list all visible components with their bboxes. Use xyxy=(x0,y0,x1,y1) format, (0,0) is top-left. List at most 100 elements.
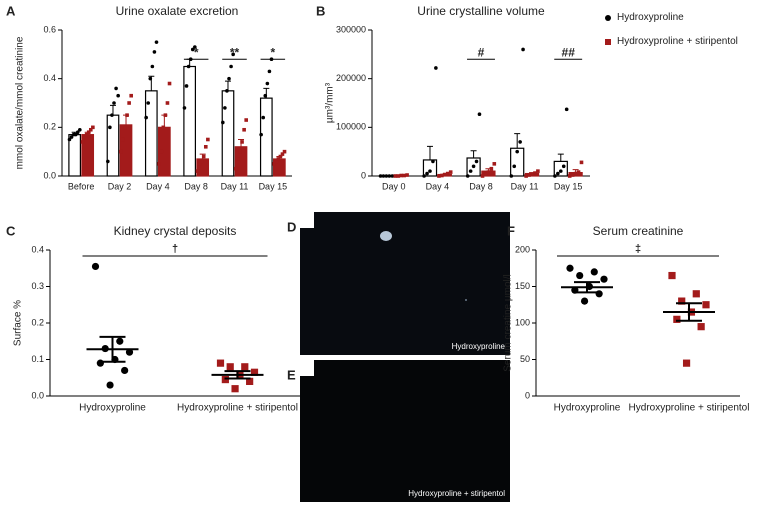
data-point xyxy=(229,64,233,69)
data-point xyxy=(477,112,482,116)
data-point xyxy=(697,323,705,331)
data-point xyxy=(165,101,170,105)
data-point xyxy=(521,47,525,52)
data-point xyxy=(570,173,575,177)
significance-label: # xyxy=(478,45,485,59)
data-point xyxy=(199,159,204,164)
data-point xyxy=(84,132,89,137)
x-tick-label: Day 4 xyxy=(146,181,170,191)
data-point xyxy=(595,290,603,298)
data-point xyxy=(121,366,129,375)
data-point xyxy=(272,162,276,166)
error-bar xyxy=(470,150,477,158)
data-point xyxy=(91,262,100,271)
data-point xyxy=(244,118,248,122)
data-point xyxy=(471,164,476,169)
data-point xyxy=(402,173,406,178)
data-point xyxy=(221,375,229,384)
data-point xyxy=(206,137,210,142)
data-point xyxy=(605,15,611,21)
data-point xyxy=(443,172,447,177)
panel-label: F xyxy=(507,223,515,238)
x-tick-label: Day 2 xyxy=(108,181,132,191)
error-bar xyxy=(224,80,231,91)
data-point xyxy=(261,115,266,120)
data-point xyxy=(396,174,401,178)
data-point xyxy=(221,120,225,125)
speck xyxy=(465,299,467,301)
data-point xyxy=(184,84,189,88)
significance-label: ** xyxy=(230,45,240,59)
data-point xyxy=(125,348,134,356)
data-point xyxy=(246,377,254,385)
x-tick-label: Day 8 xyxy=(469,181,493,191)
data-point xyxy=(86,130,91,134)
data-point xyxy=(167,81,172,86)
data-point xyxy=(468,169,473,173)
data-point xyxy=(274,159,279,164)
data-point xyxy=(668,271,676,280)
data-point xyxy=(515,149,519,154)
data-point xyxy=(422,174,426,178)
data-point xyxy=(509,174,514,178)
data-point xyxy=(67,137,72,142)
data-point xyxy=(259,132,263,137)
y-tick-label: 0.0 xyxy=(31,390,44,400)
data-point xyxy=(152,50,157,54)
data-point xyxy=(150,64,155,69)
x-tick-label: Day 4 xyxy=(426,181,450,191)
data-point xyxy=(119,149,123,154)
data-point xyxy=(201,154,206,159)
chart-title: Kidney crystal deposits xyxy=(114,224,237,238)
error-bar xyxy=(557,153,564,162)
sem-whisker xyxy=(676,302,702,322)
data-point xyxy=(276,157,281,161)
data-point xyxy=(556,171,560,176)
significance-label: ‡ xyxy=(635,243,641,255)
x-tick-label: Day 11 xyxy=(221,181,249,191)
data-point xyxy=(576,271,584,280)
data-point xyxy=(440,173,444,178)
data-point xyxy=(566,264,574,272)
data-point xyxy=(163,113,168,117)
x-tick-label: Before xyxy=(68,181,95,191)
y-tick-label: 0.4 xyxy=(43,73,56,83)
data-point xyxy=(564,107,569,112)
data-point xyxy=(434,66,438,70)
data-point xyxy=(195,169,200,173)
data-point xyxy=(590,268,598,276)
data-point xyxy=(580,297,589,305)
data-point xyxy=(225,89,229,93)
sem-whisker xyxy=(574,281,600,294)
significance-label: * xyxy=(270,45,275,59)
y-axis-label: mmol oxalate/mmol creatinine xyxy=(15,36,26,169)
data-point xyxy=(474,159,479,164)
data-point xyxy=(197,162,202,166)
x-tick-label: Day 8 xyxy=(184,181,208,191)
data-point xyxy=(73,132,78,137)
data-point xyxy=(78,127,82,132)
data-point xyxy=(405,173,409,177)
image-caption: Hydroxyproline + stiripentol xyxy=(408,489,505,498)
x-tick-label: Day 11 xyxy=(511,181,539,191)
x-tick-label: Day 0 xyxy=(382,181,406,191)
significance-label: ## xyxy=(562,45,576,59)
data-point xyxy=(561,164,566,169)
bar xyxy=(183,65,196,177)
data-point xyxy=(186,64,191,69)
data-point xyxy=(576,170,581,174)
x-tick-label: Hydroxyproline + stiripentol xyxy=(177,403,298,414)
data-point xyxy=(600,275,608,283)
data-point xyxy=(280,152,285,156)
y-tick-label: 50 xyxy=(520,354,530,364)
data-point xyxy=(121,137,125,142)
panel-label: D xyxy=(287,219,296,234)
micrograph xyxy=(300,360,510,502)
data-point xyxy=(236,157,240,161)
data-point xyxy=(682,359,691,367)
data-point xyxy=(263,93,268,98)
data-point xyxy=(91,125,95,130)
data-point xyxy=(116,93,120,98)
